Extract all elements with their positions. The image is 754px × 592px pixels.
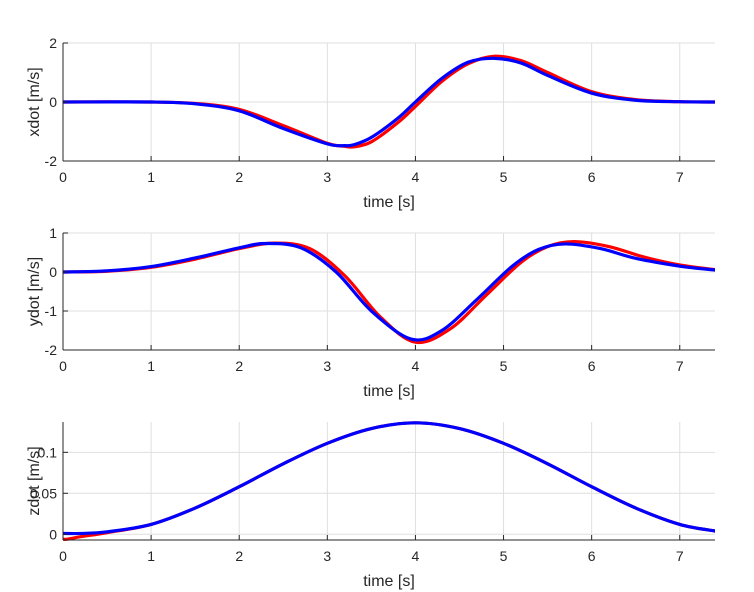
y-tick-label: 0.05 (30, 485, 57, 501)
x-axis-label: time [s] (363, 383, 415, 400)
x-tick-label: 4 (412, 548, 420, 564)
axes (62, 232, 715, 351)
y-axis-label: zdot [m/s] (26, 446, 43, 515)
series-line-1 (63, 241, 715, 342)
x-tick-label: 3 (323, 358, 331, 374)
x-tick-label: 7 (676, 548, 684, 564)
y-tick-label: 0.1 (38, 444, 58, 460)
x-tick-label: 6 (588, 169, 596, 185)
x-tick-label: 7 (676, 169, 684, 185)
series-group (63, 239, 715, 345)
x-tick-label: 2 (235, 358, 243, 374)
xdot-subplot: 0 1 2 3 4 5 6 7-202 time [s] xdot [m/s] (26, 35, 715, 211)
series-group (63, 54, 715, 149)
series-line-1 (63, 56, 715, 148)
ydot-subplot: 0 1 2 3 4 5 6 7 -2 -1 0 1 time [s] ydot [m/s] (26, 225, 715, 400)
y-tick-label: 0 (49, 94, 57, 110)
series-line-1 (63, 421, 715, 536)
x-axis-label: time [s] (363, 194, 415, 211)
x-tick-label: 0 (59, 169, 67, 185)
y-tick-label: 2 (49, 35, 57, 51)
x-tick-label: 4 (412, 358, 420, 374)
x-tick-label: 0 (59, 548, 67, 564)
y-tick-label: 1 (49, 225, 57, 241)
x-tick-label: 5 (500, 358, 508, 374)
grid (62, 232, 715, 351)
y-axis-label: xdot [m/s] (26, 67, 43, 136)
y-tick-label: -1 (45, 303, 58, 319)
x-tick-label: 1 (147, 169, 155, 185)
x-tick-label: 2 (235, 548, 243, 564)
x-tick-label: 1 (147, 358, 155, 374)
y-tick-label: 0 (49, 526, 57, 542)
axes (62, 422, 715, 541)
series-group (63, 421, 715, 541)
x-tick-label: 3 (323, 548, 331, 564)
y-tick-label: -2 (45, 342, 58, 358)
x-tick-label: 6 (588, 358, 596, 374)
x-tick-label: 5 (500, 169, 508, 185)
x-tick-label: 1 (147, 548, 155, 564)
y-tick-label: 0 (49, 264, 57, 280)
y-axis-label: ydot [m/s] (26, 257, 43, 326)
x-tick-label: 2 (235, 169, 243, 185)
x-axis-label: time [s] (363, 573, 415, 590)
tick-labels: 0 1 2 3 4 5 6 7 0 0.05 0.1 (30, 444, 684, 564)
axes (62, 42, 715, 162)
y-tick-label: -2 (45, 153, 58, 169)
x-tick-label: 3 (323, 169, 331, 185)
x-tick-label: 5 (500, 548, 508, 564)
x-tick-label: 0 (59, 358, 67, 374)
zdot-subplot: 0 1 2 3 4 5 6 7 0 0.05 0.1 time [s] zdot [m/s] (26, 421, 715, 590)
x-tick-label: 7 (676, 358, 684, 374)
x-tick-label: 6 (588, 548, 596, 564)
tick-labels: 0 1 2 3 4 5 6 7 -2 -1 0 1 (45, 225, 684, 374)
tick-labels: 0 1 2 3 4 5 6 7-202 (45, 35, 684, 185)
x-tick-label: 4 (412, 169, 420, 185)
